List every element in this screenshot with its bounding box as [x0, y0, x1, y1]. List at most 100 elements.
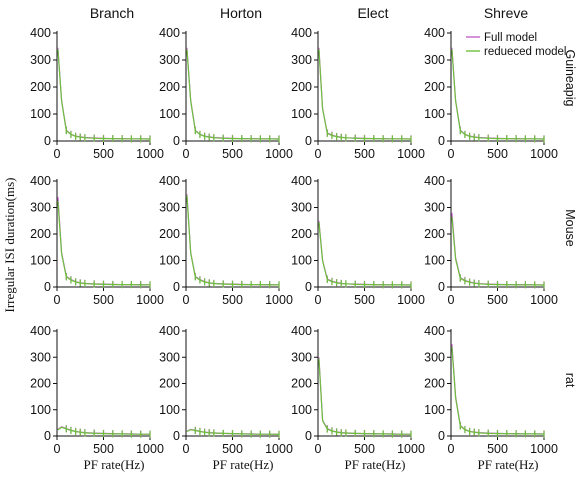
x-tick-label: 500	[222, 147, 243, 161]
y-tick-label: 100	[30, 107, 51, 121]
panel-mouse-branch: 0 100 200 300 400 0 500 1000	[30, 174, 164, 307]
y-tick-label: 400	[424, 324, 445, 338]
y-tick-label: 100	[424, 403, 445, 417]
x-tick-label: 0	[183, 293, 190, 307]
panel-guineapig-branch: 0 100 200 300 400 0 500 1000	[30, 26, 164, 161]
series-line-reduced-model	[186, 49, 280, 140]
y-tick-label: 300	[424, 201, 445, 215]
x-tick-label: 0	[54, 147, 61, 161]
y-tick-label: 100	[424, 254, 445, 268]
y-tick-label: 0	[173, 134, 180, 148]
series-line-reduced-model	[186, 195, 279, 286]
x-tick-label: 0	[448, 442, 455, 456]
panel-rat-branch: 0 100 200 300 400 0 500 1000	[30, 324, 164, 456]
y-tick-label: 100	[30, 403, 51, 417]
series-line-full-model	[186, 194, 280, 286]
x-tick-label: 1000	[530, 293, 558, 307]
y-tick-label: 200	[291, 80, 312, 94]
x-tick-label: 500	[93, 442, 114, 456]
y-tick-label: 300	[159, 350, 180, 364]
series-line-reduced-model	[318, 358, 411, 435]
series-line-reduced-model	[451, 346, 545, 435]
y-tick-label: 200	[159, 80, 180, 94]
y-tick-label: 300	[159, 53, 180, 67]
series-line-full-model	[318, 357, 411, 435]
y-tick-label: 400	[159, 174, 180, 188]
y-tick-label: 0	[173, 280, 180, 294]
row-label: rat	[563, 373, 577, 388]
series-line-full-model	[318, 47, 411, 140]
y-tick-label: 300	[424, 350, 445, 364]
column-title: Shreve	[484, 5, 529, 21]
x-tick-label: 500	[487, 442, 508, 456]
panel-guineapig-horton: 0 100 200 300 400 0 500 1000	[159, 26, 293, 161]
x-tick-label: 1000	[265, 293, 293, 307]
y-tick-label: 200	[291, 377, 312, 391]
y-tick-label: 0	[438, 134, 445, 148]
column-title: Elect	[357, 5, 388, 21]
x-tick-label: 500	[487, 293, 508, 307]
y-tick-label: 0	[44, 280, 51, 294]
y-tick-label: 200	[424, 227, 445, 241]
y-tick-label: 300	[159, 201, 180, 215]
series-line-reduced-model	[57, 200, 150, 286]
panel-guineapig-shreve: 0 100 200 300 400 0 500 1000 Full model redueced …	[424, 26, 566, 161]
y-tick-label: 200	[159, 227, 180, 241]
x-tick-label: 0	[54, 293, 61, 307]
y-tick-label: 400	[291, 26, 312, 40]
y-tick-label: 200	[30, 377, 51, 391]
panel-mouse-horton: 0 100 200 300 400 0 500 1000	[159, 174, 293, 307]
y-tick-label: 200	[291, 227, 312, 241]
x-axis-label: PF rate(Hz)	[212, 457, 273, 472]
y-tick-label: 200	[159, 377, 180, 391]
y-tick-label: 400	[291, 174, 312, 188]
y-tick-label: 100	[159, 254, 180, 268]
x-tick-label: 1000	[397, 442, 425, 456]
y-tick-label: 100	[159, 403, 180, 417]
series-line-full-model	[186, 47, 279, 140]
series-line-full-model	[451, 212, 544, 286]
y-tick-label: 100	[30, 254, 51, 268]
x-tick-label: 0	[183, 442, 190, 456]
x-axis-label: PF rate(Hz)	[477, 457, 538, 472]
series-line-full-model	[451, 344, 544, 435]
panel-mouse-shreve: 0 100 200 300 400 0 500 1000	[424, 174, 558, 307]
legend: Full model redueced model	[466, 32, 566, 58]
x-tick-label: 0	[183, 147, 190, 161]
y-tick-label: 0	[438, 429, 445, 443]
y-tick-label: 300	[291, 350, 312, 364]
y-tick-label: 0	[44, 134, 51, 148]
series-line-reduced-model	[451, 216, 545, 286]
x-tick-label: 1000	[397, 293, 425, 307]
y-tick-label: 100	[424, 107, 445, 121]
y-tick-label: 200	[424, 377, 445, 391]
column-title: Branch	[90, 5, 134, 21]
y-tick-label: 0	[173, 429, 180, 443]
row-label: Mouse	[563, 209, 577, 247]
y-tick-label: 300	[30, 53, 51, 67]
x-tick-label: 500	[354, 442, 375, 456]
column-title: Horton	[220, 5, 262, 21]
x-tick-label: 0	[448, 293, 455, 307]
y-tick-label: 400	[159, 26, 180, 40]
y-tick-label: 300	[424, 53, 445, 67]
x-tick-label: 500	[354, 293, 375, 307]
y-tick-label: 300	[30, 350, 51, 364]
y-tick-label: 200	[30, 80, 51, 94]
y-tick-label: 400	[30, 26, 51, 40]
y-tick-label: 100	[291, 403, 312, 417]
series-line-reduced-model	[451, 49, 545, 140]
y-tick-label: 300	[291, 53, 312, 67]
series-line-reduced-model	[57, 49, 151, 140]
y-tick-label: 0	[305, 429, 312, 443]
x-axis-label: PF rate(Hz)	[83, 457, 144, 472]
series-line-full-model	[57, 47, 150, 140]
y-tick-label: 0	[44, 429, 51, 443]
x-tick-label: 0	[315, 293, 322, 307]
y-tick-label: 100	[291, 107, 312, 121]
y-tick-label: 100	[159, 107, 180, 121]
x-tick-label: 1000	[265, 442, 293, 456]
y-tick-label: 200	[30, 227, 51, 241]
y-tick-label: 200	[424, 80, 445, 94]
